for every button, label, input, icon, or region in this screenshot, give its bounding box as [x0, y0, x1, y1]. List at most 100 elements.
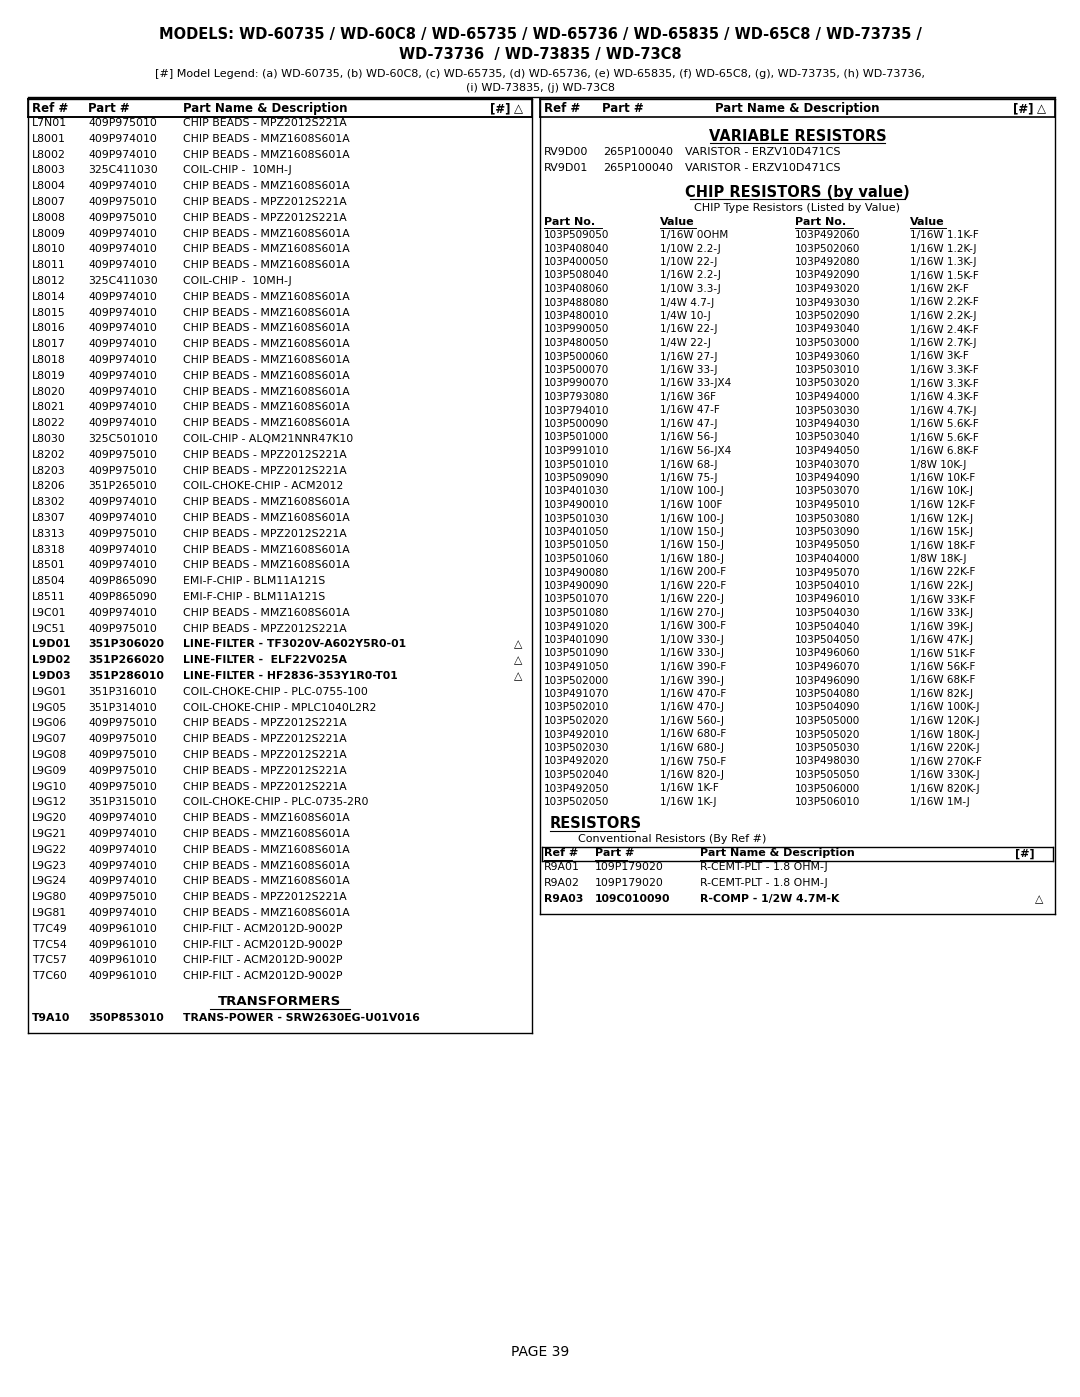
Text: 1/16W 1K-F: 1/16W 1K-F: [660, 784, 719, 793]
Text: L9G20: L9G20: [32, 813, 67, 823]
Text: 103P493030: 103P493030: [795, 298, 861, 307]
Text: R9A03: R9A03: [544, 894, 583, 904]
Text: 103P503090: 103P503090: [795, 527, 861, 536]
Text: 409P974010: 409P974010: [87, 339, 157, 349]
Text: 409P975010: 409P975010: [87, 197, 157, 207]
Text: CHIP RESISTORS (by value): CHIP RESISTORS (by value): [685, 184, 909, 200]
Text: 103P501090: 103P501090: [544, 648, 609, 658]
Text: R9A02: R9A02: [544, 879, 580, 888]
Text: 1/16W 180K-J: 1/16W 180K-J: [910, 729, 980, 739]
Text: 103P503080: 103P503080: [795, 514, 861, 524]
Text: RV9D01: RV9D01: [544, 163, 589, 173]
Text: 103P502030: 103P502030: [544, 743, 609, 753]
Text: 325C501010: 325C501010: [87, 434, 158, 444]
Text: 1/16W 2.7K-J: 1/16W 2.7K-J: [910, 338, 976, 348]
Text: CHIP BEADS - MPZ2012S221A: CHIP BEADS - MPZ2012S221A: [183, 117, 347, 129]
Text: L8501: L8501: [32, 560, 66, 570]
Text: 103P506010: 103P506010: [795, 798, 861, 807]
Text: 409P974010: 409P974010: [87, 307, 157, 317]
Text: 1/16W 820-J: 1/16W 820-J: [660, 770, 724, 780]
Text: 103P502040: 103P502040: [544, 770, 609, 780]
Text: 409P975010: 409P975010: [87, 718, 157, 728]
Text: 103P490090: 103P490090: [544, 581, 609, 591]
Text: COIL-CHIP -  10MH-J: COIL-CHIP - 10MH-J: [183, 277, 292, 286]
Text: 103P502020: 103P502020: [544, 717, 609, 726]
Text: 1/4W 4.7-J: 1/4W 4.7-J: [660, 298, 714, 307]
Text: COIL-CHIP -  10MH-J: COIL-CHIP - 10MH-J: [183, 165, 292, 176]
Text: 409P974010: 409P974010: [87, 134, 157, 144]
Text: 103P494090: 103P494090: [795, 474, 861, 483]
Text: 409P974010: 409P974010: [87, 323, 157, 334]
Text: CHIP BEADS - MMZ1608S601A: CHIP BEADS - MMZ1608S601A: [183, 292, 350, 302]
Text: T7C49: T7C49: [32, 923, 67, 933]
Text: CHIP BEADS - MMZ1608S601A: CHIP BEADS - MMZ1608S601A: [183, 876, 350, 887]
Text: 1/16W 47-J: 1/16W 47-J: [660, 419, 717, 429]
Text: 103P505000: 103P505000: [795, 717, 861, 726]
Text: L8203: L8203: [32, 465, 66, 475]
Text: 1/16W 1.5K-F: 1/16W 1.5K-F: [910, 271, 978, 281]
Text: L8018: L8018: [32, 355, 66, 365]
Text: 103P503010: 103P503010: [795, 365, 861, 374]
Text: L8021: L8021: [32, 402, 66, 412]
Text: 409P975010: 409P975010: [87, 766, 157, 775]
Text: 103P408040: 103P408040: [544, 243, 609, 253]
Text: R-COMP - 1/2W 4.7M-K: R-COMP - 1/2W 4.7M-K: [700, 894, 839, 904]
Text: CHIP BEADS - MPZ2012S221A: CHIP BEADS - MPZ2012S221A: [183, 623, 347, 634]
Text: 1/16W 270-J: 1/16W 270-J: [660, 608, 724, 617]
Text: 409P974010: 409P974010: [87, 387, 157, 397]
Text: 409P975010: 409P975010: [87, 117, 157, 129]
Text: 103P492050: 103P492050: [544, 784, 609, 793]
Text: CHIP BEADS - MMZ1608S601A: CHIP BEADS - MMZ1608S601A: [183, 387, 350, 397]
Text: 103P401090: 103P401090: [544, 636, 609, 645]
Text: 351P316010: 351P316010: [87, 687, 157, 697]
Text: 103P494030: 103P494030: [795, 419, 861, 429]
Text: L8019: L8019: [32, 370, 66, 381]
Text: 103P495010: 103P495010: [795, 500, 861, 510]
Text: 1/16W 33K-J: 1/16W 33K-J: [910, 608, 973, 617]
Text: 1/16W 68-J: 1/16W 68-J: [660, 460, 717, 469]
Text: 265P100040: 265P100040: [603, 147, 673, 156]
Text: 1/10W 22-J: 1/10W 22-J: [660, 257, 717, 267]
Text: 1/10W 100-J: 1/10W 100-J: [660, 486, 724, 496]
Text: 409P974010: 409P974010: [87, 370, 157, 381]
Text: 103P493060: 103P493060: [795, 352, 861, 362]
Text: TRANS-POWER - SRW2630EG-U01V016: TRANS-POWER - SRW2630EG-U01V016: [183, 1013, 420, 1023]
Text: Part Name & Description: Part Name & Description: [700, 848, 854, 859]
Text: 1/16W 22-J: 1/16W 22-J: [660, 324, 717, 334]
Text: 103P493040: 103P493040: [795, 324, 861, 334]
Text: CHIP BEADS - MMZ1608S601A: CHIP BEADS - MMZ1608S601A: [183, 134, 350, 144]
Text: L8003: L8003: [32, 165, 66, 176]
Text: L8318: L8318: [32, 545, 66, 555]
Text: 1/16W 1.3K-J: 1/16W 1.3K-J: [910, 257, 976, 267]
Text: CHIP BEADS - MMZ1608S601A: CHIP BEADS - MMZ1608S601A: [183, 244, 350, 254]
Text: 103P500070: 103P500070: [544, 365, 609, 374]
Text: 325C411030: 325C411030: [87, 277, 158, 286]
Text: 103P401050: 103P401050: [544, 527, 609, 536]
Text: L9G09: L9G09: [32, 766, 67, 775]
Text: CHIP BEADS - MMZ1608S601A: CHIP BEADS - MMZ1608S601A: [183, 418, 350, 429]
Text: L8511: L8511: [32, 592, 66, 602]
Text: 351P266020: 351P266020: [87, 655, 164, 665]
Text: 351P314010: 351P314010: [87, 703, 157, 712]
Text: COIL-CHOKE-CHIP - MPLC1040L2R2: COIL-CHOKE-CHIP - MPLC1040L2R2: [183, 703, 376, 712]
Text: L9G10: L9G10: [32, 781, 67, 792]
Text: R9A01: R9A01: [544, 862, 580, 873]
Text: 409P974010: 409P974010: [87, 908, 157, 918]
Text: 1/16W 10K-J: 1/16W 10K-J: [910, 486, 973, 496]
Text: 103P509050: 103P509050: [544, 231, 609, 240]
Text: 103P501080: 103P501080: [544, 608, 609, 617]
Text: RESISTORS: RESISTORS: [550, 816, 643, 831]
Text: 409P961010: 409P961010: [87, 971, 157, 981]
Text: 1/8W 10K-J: 1/8W 10K-J: [910, 460, 967, 469]
Text: 1/16W 12K-J: 1/16W 12K-J: [910, 514, 973, 524]
Text: L9G05: L9G05: [32, 703, 67, 712]
Text: CHIP BEADS - MMZ1608S601A: CHIP BEADS - MMZ1608S601A: [183, 828, 350, 840]
Text: 1/10W 330-J: 1/10W 330-J: [660, 636, 724, 645]
Text: 103P502090: 103P502090: [795, 312, 861, 321]
Text: 1/16W 200-F: 1/16W 200-F: [660, 567, 726, 577]
Text: CHIP-FILT - ACM2012D-9002P: CHIP-FILT - ACM2012D-9002P: [183, 971, 342, 981]
Text: L8008: L8008: [32, 212, 66, 222]
Text: 1/16W 36F: 1/16W 36F: [660, 393, 716, 402]
Text: 409P974010: 409P974010: [87, 402, 157, 412]
Text: 103P492080: 103P492080: [795, 257, 861, 267]
